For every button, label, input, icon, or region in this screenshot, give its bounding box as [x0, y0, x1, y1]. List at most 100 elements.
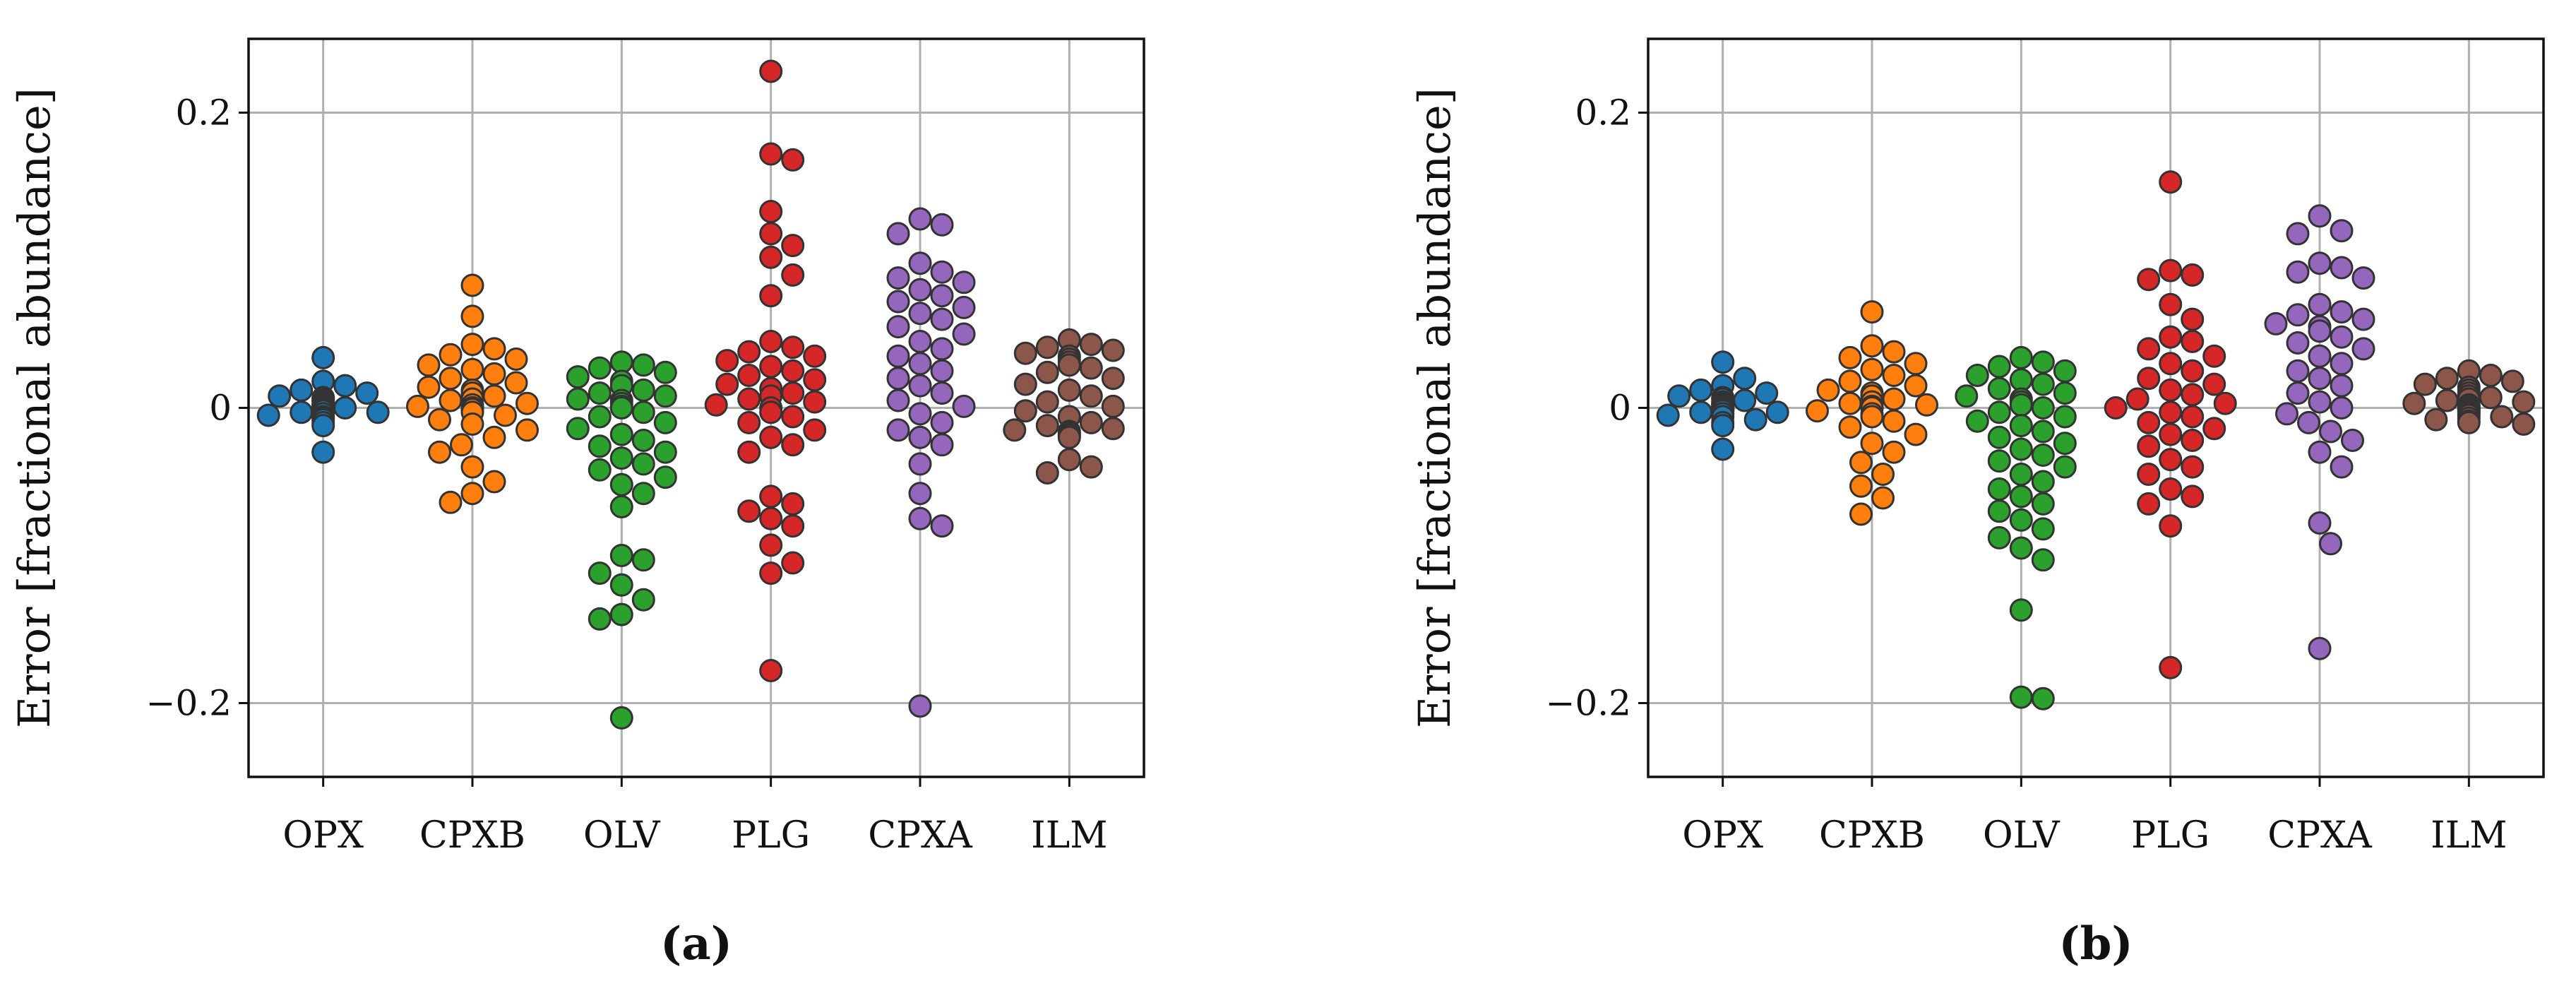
series-plg — [2104, 170, 2237, 679]
data-point — [588, 381, 612, 405]
data-point — [2053, 455, 2077, 479]
data-point — [759, 484, 783, 509]
data-point — [2009, 437, 2033, 461]
data-point — [886, 315, 910, 339]
data-point — [886, 266, 910, 290]
data-point — [2181, 383, 2205, 407]
data-point — [908, 402, 932, 426]
data-point — [908, 330, 932, 353]
data-point — [2031, 548, 2055, 572]
data-point — [588, 561, 612, 585]
data-point — [2308, 204, 2332, 228]
data-point — [1987, 499, 2011, 523]
data-point — [2308, 636, 2332, 660]
data-point — [1882, 409, 1906, 433]
data-point — [1860, 300, 1884, 324]
data-point — [2159, 378, 2183, 402]
data-point — [2479, 386, 2503, 410]
data-point — [2264, 311, 2288, 335]
data-point — [2009, 463, 2033, 486]
data-point — [1101, 417, 1125, 441]
data-point — [460, 304, 484, 328]
data-point — [759, 400, 783, 424]
data-point — [2053, 405, 2077, 429]
data-point — [2351, 307, 2375, 331]
data-point — [1057, 378, 1081, 402]
data-point — [1987, 477, 2011, 501]
data-point — [2308, 251, 2332, 275]
data-point — [952, 394, 976, 418]
data-point — [759, 561, 783, 585]
data-point — [886, 290, 910, 314]
data-point — [2053, 381, 2077, 405]
x-tick-label: ILM — [1031, 814, 1107, 857]
data-point — [2009, 368, 2033, 392]
data-point — [2308, 390, 2332, 414]
data-point — [737, 387, 761, 411]
data-point — [482, 337, 506, 361]
data-point — [2181, 359, 2205, 383]
data-point — [908, 251, 932, 275]
data-point — [2330, 219, 2354, 243]
data-point — [1667, 384, 1691, 408]
data-point — [2297, 410, 2320, 434]
data-point — [759, 533, 783, 557]
data-point — [1838, 391, 1862, 415]
y-tick-label: 0 — [209, 388, 232, 429]
x-tick-label: OLV — [583, 814, 661, 857]
y-tick-label: 0.2 — [1575, 93, 1631, 133]
data-point — [631, 452, 655, 476]
data-point — [1035, 461, 1059, 484]
data-point — [439, 343, 463, 367]
data-point — [2435, 388, 2459, 412]
data-point — [2031, 470, 2055, 494]
data-point — [1915, 393, 1938, 417]
x-tick-label: OPX — [282, 814, 364, 857]
data-point — [2202, 417, 2226, 441]
data-point — [2159, 325, 2183, 349]
data-point — [737, 499, 761, 523]
data-point — [2125, 387, 2149, 411]
series-opx — [1656, 350, 1789, 461]
data-points — [1656, 170, 2536, 711]
data-point — [1860, 357, 1884, 381]
data-point — [803, 418, 827, 442]
data-point — [2009, 414, 2033, 438]
data-point — [2457, 410, 2481, 434]
data-point — [781, 234, 805, 258]
data-point — [2512, 412, 2536, 436]
data-point — [2031, 686, 2055, 711]
data-point — [333, 396, 357, 420]
data-point — [759, 355, 783, 379]
data-point — [460, 455, 484, 479]
data-point — [1733, 367, 1757, 391]
data-point — [2181, 484, 2205, 509]
x-tick-label: PLG — [2131, 814, 2210, 857]
data-point — [930, 433, 954, 457]
data-point — [2286, 222, 2310, 246]
data-point — [2330, 256, 2354, 280]
y-axis: −0.2 0 0.2 — [146, 93, 249, 724]
data-point — [588, 607, 612, 631]
data-point — [311, 440, 335, 464]
series-olv — [566, 350, 677, 730]
series-olv — [1955, 345, 2077, 711]
data-point — [952, 322, 976, 346]
data-point — [930, 381, 954, 405]
data-point — [631, 548, 655, 572]
data-point — [1101, 394, 1125, 418]
data-point — [1849, 451, 1873, 475]
data-point — [930, 284, 954, 308]
data-point — [2319, 420, 2342, 444]
data-point — [268, 384, 292, 408]
data-point — [908, 452, 932, 476]
data-point — [1987, 376, 2011, 400]
data-point — [333, 374, 357, 398]
data-point — [1987, 425, 2011, 449]
data-point — [2308, 292, 2332, 316]
x-tick-label: ILM — [2431, 814, 2507, 857]
data-point — [2137, 268, 2161, 292]
data-point — [1079, 455, 1103, 479]
data-point — [1955, 384, 1979, 408]
data-point — [908, 207, 932, 231]
